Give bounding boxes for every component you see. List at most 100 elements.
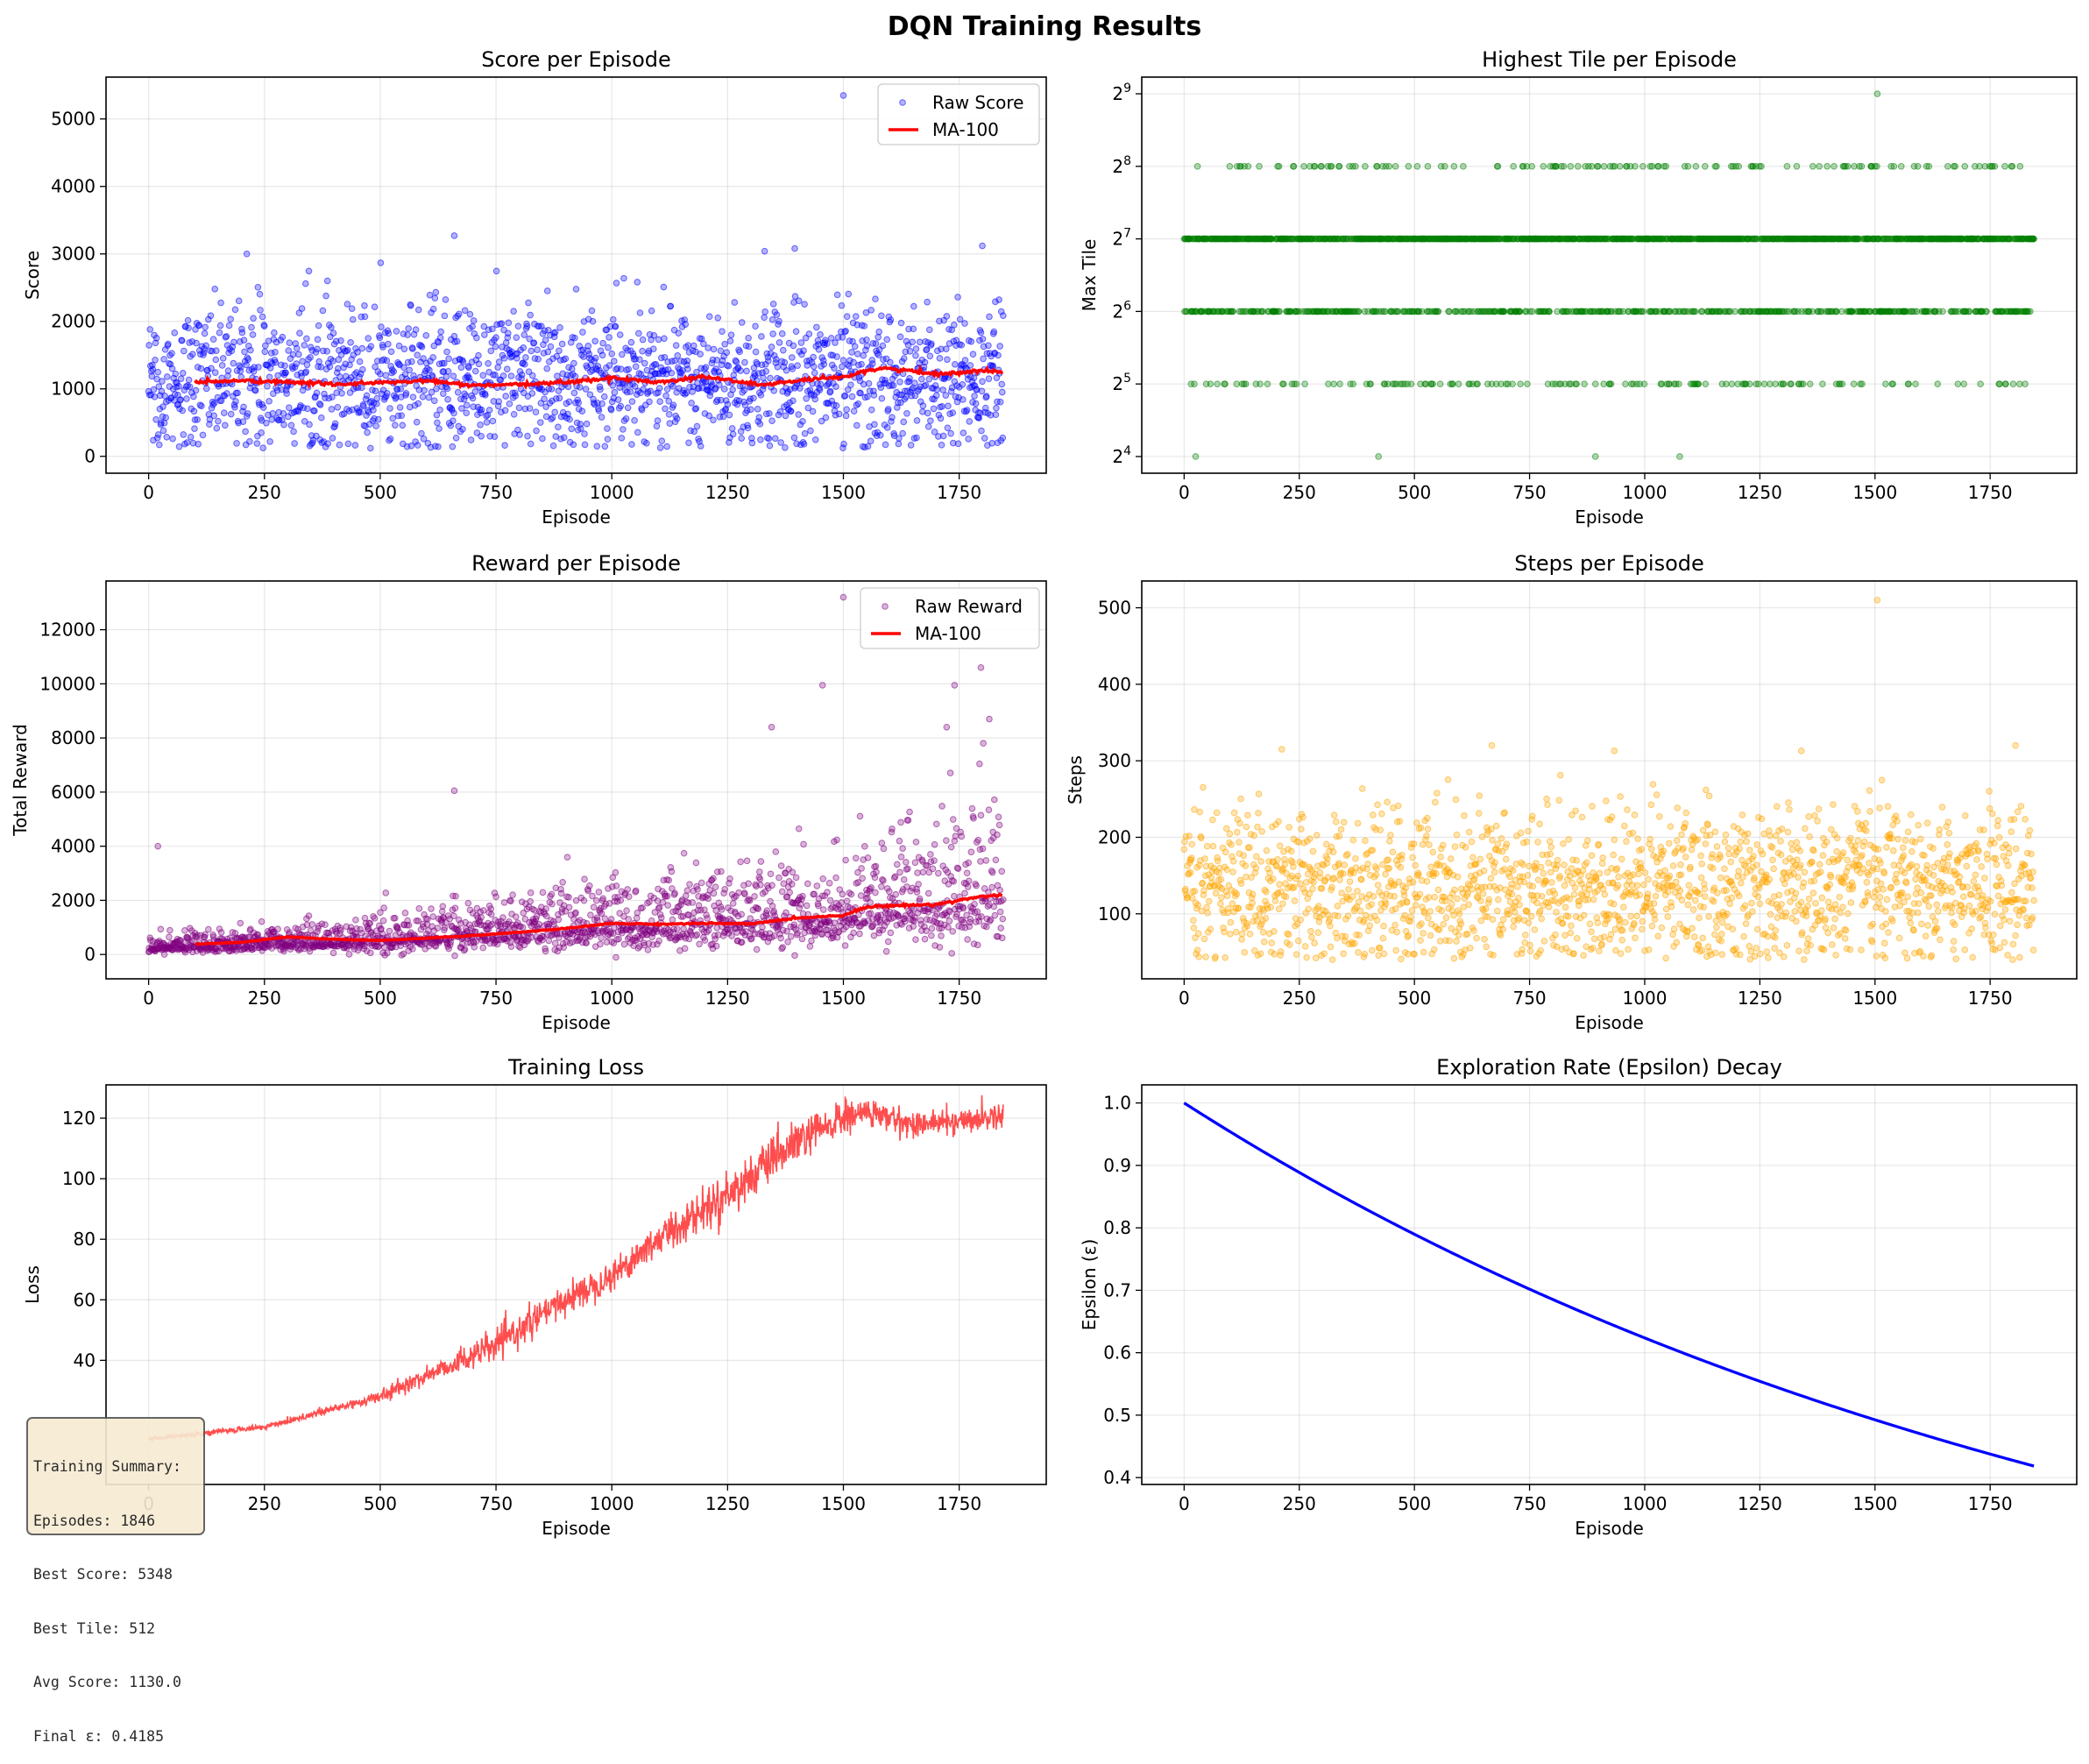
data-point <box>778 440 784 446</box>
data-point <box>435 420 441 426</box>
data-point <box>564 854 570 861</box>
data-point <box>879 313 885 319</box>
data-point <box>454 338 460 344</box>
data-point <box>451 410 457 416</box>
data-point <box>600 896 606 902</box>
data-point <box>843 328 849 334</box>
data-point <box>1337 381 1343 387</box>
data-point <box>626 917 632 923</box>
data-point <box>634 280 641 286</box>
data-point <box>795 363 801 369</box>
data-point <box>312 408 318 414</box>
data-point <box>164 374 170 380</box>
data-point <box>262 349 268 355</box>
data-point <box>1859 381 1866 387</box>
data-point <box>810 408 816 414</box>
data-point <box>270 411 276 417</box>
data-point <box>2010 381 2016 387</box>
data-point <box>398 386 404 393</box>
data-point <box>999 381 1005 387</box>
series-levels <box>1181 91 2036 460</box>
data-point <box>1353 164 1359 170</box>
data-point <box>196 322 202 329</box>
data-point <box>368 950 374 956</box>
data-point <box>938 443 945 449</box>
data-point <box>580 329 586 336</box>
data-point <box>816 347 822 353</box>
data-point <box>463 393 469 399</box>
data-point <box>284 391 290 397</box>
data-point <box>866 380 872 386</box>
data-point <box>561 945 567 951</box>
data-point <box>202 330 208 337</box>
data-point <box>793 329 799 335</box>
data-point <box>594 443 600 450</box>
data-point <box>571 390 577 396</box>
data-point <box>721 386 727 393</box>
data-point <box>1592 454 1598 460</box>
data-point <box>1596 164 1602 170</box>
data-point <box>885 407 891 413</box>
data-point <box>362 302 368 308</box>
x-tick-label: 1500 <box>1852 482 1897 503</box>
data-point <box>243 429 249 435</box>
data-point <box>296 351 302 358</box>
axes-frame <box>1142 77 2077 473</box>
y-axis-label: Score <box>22 251 43 300</box>
data-point <box>960 397 967 403</box>
data-point <box>455 389 461 395</box>
data-point <box>549 891 555 897</box>
data-point <box>513 335 520 341</box>
data-point <box>435 925 441 932</box>
data-point <box>329 394 336 400</box>
data-point <box>669 917 676 923</box>
data-point <box>685 343 691 349</box>
data-point <box>191 408 197 414</box>
data-point <box>904 411 910 417</box>
data-point <box>1435 308 1441 315</box>
data-point <box>1574 381 1580 387</box>
data-point <box>286 405 292 411</box>
data-point <box>520 925 526 931</box>
data-point <box>615 397 621 403</box>
data-point <box>528 348 535 354</box>
data-point <box>217 322 223 329</box>
data-point <box>216 418 222 424</box>
data-point <box>1961 381 1967 387</box>
data-point <box>858 390 864 396</box>
data-point <box>868 308 875 314</box>
data-point <box>198 365 204 372</box>
data-point <box>314 390 320 396</box>
data-point <box>1952 164 1958 170</box>
data-point <box>1692 308 1698 315</box>
data-point <box>190 351 196 358</box>
data-point <box>1517 308 1523 315</box>
data-point <box>1677 454 1683 460</box>
data-point <box>156 442 162 448</box>
data-point <box>745 425 751 431</box>
data-point <box>567 416 573 422</box>
data-point <box>306 913 312 919</box>
data-point <box>960 430 967 436</box>
data-point <box>1207 381 1214 387</box>
data-point <box>952 322 958 329</box>
data-point <box>492 372 499 379</box>
data-point <box>367 920 373 926</box>
data-point <box>1449 381 1455 387</box>
data-point <box>1623 381 1629 387</box>
data-point <box>324 349 330 355</box>
data-point <box>669 370 675 376</box>
data-point <box>267 439 273 445</box>
data-point <box>640 337 646 343</box>
data-point <box>423 333 429 339</box>
data-point <box>980 379 986 385</box>
data-point <box>502 443 508 449</box>
data-point <box>254 441 260 447</box>
data-point <box>1302 381 1308 387</box>
data-point <box>548 344 554 350</box>
data-point <box>480 372 486 379</box>
data-point <box>960 382 966 388</box>
data-point <box>907 376 913 382</box>
data-point <box>188 434 194 440</box>
data-point <box>609 351 615 357</box>
